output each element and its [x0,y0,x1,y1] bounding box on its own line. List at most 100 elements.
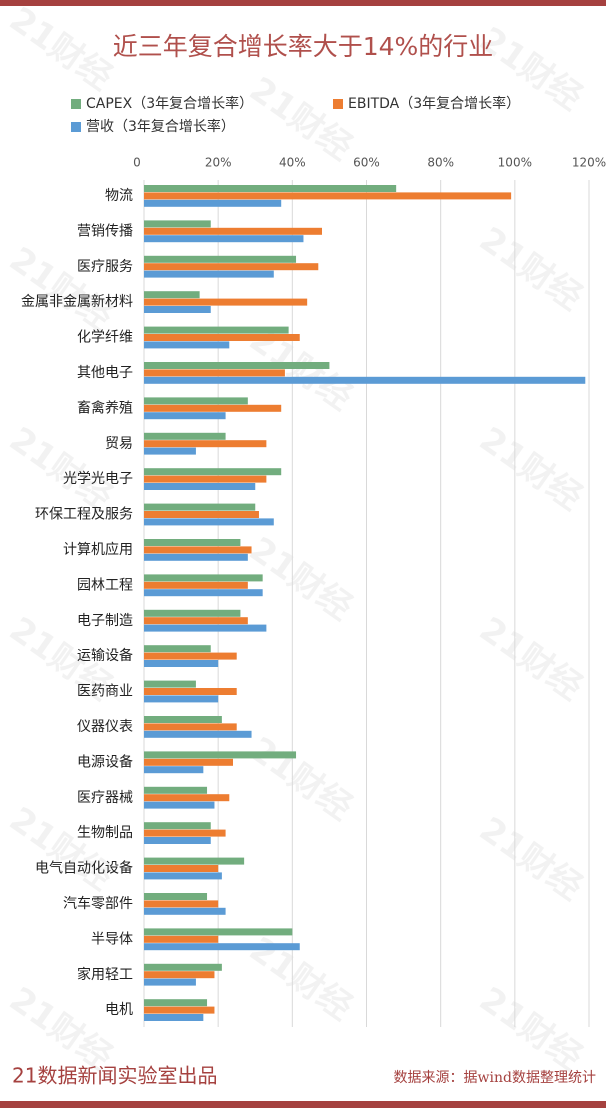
y-tick-label: 电源设备 [77,753,133,770]
bar [144,786,208,794]
legend-swatch [333,99,343,109]
bar [144,660,219,667]
bar [144,334,300,341]
x-tick-label: 20% [205,156,232,170]
bar [144,475,267,483]
bar [144,680,196,688]
bar [144,447,196,455]
watermark: 21财经 [472,979,589,1078]
bar [144,624,267,632]
top-border [0,0,606,6]
bar [144,574,263,582]
bar [144,581,248,589]
legend-swatch [71,122,81,132]
bar [144,822,211,830]
bar [144,943,300,951]
bar [144,837,211,844]
bar [144,546,252,554]
y-tick-label: 生物制品 [77,825,133,841]
y-tick-label: 医疗服务 [77,259,133,275]
bar [144,468,282,476]
y-tick-label: 电机 [105,1002,133,1018]
watermark: 21财经 [2,239,119,338]
bar [144,865,219,872]
bar [144,971,215,979]
bar [144,751,297,759]
y-tick-label: 园林工程 [77,577,133,593]
x-tick-label: 120% [572,156,606,170]
bar [144,362,330,369]
bar [144,935,219,943]
bar [144,483,256,490]
x-tick-label: 80% [427,156,454,170]
bar [144,695,219,703]
bar [144,907,226,915]
y-tick-label: 电子制造 [77,613,133,629]
bar [144,440,267,448]
bar [144,539,241,546]
bar [144,758,233,766]
bar [144,829,226,837]
bar [144,963,222,971]
y-tick-label: 电气自动化设备 [35,860,133,877]
bar [144,397,248,405]
y-tick-label: 医疗器械 [77,790,133,806]
bottom-border [0,1101,606,1108]
y-tick-label: 畜禽养殖 [77,399,133,416]
watermark: 21财经 [2,799,119,898]
bar [144,716,222,723]
bar [144,801,215,809]
bar [144,270,274,278]
y-tick-label: 营销传播 [77,223,133,239]
footer-source: 数据来源：据wind数据整理统计 [394,1070,596,1086]
bar [144,192,512,200]
x-tick-label: 0 [133,156,141,170]
y-tick-label: 汽车零部件 [63,895,133,912]
bar [144,291,200,299]
footer-credit: 21数据新闻实验室出品 [12,1064,217,1088]
bar [144,199,282,207]
bar [144,185,397,192]
bar [144,999,208,1007]
x-tick-label: 100% [498,156,532,170]
bar [144,1014,204,1021]
watermark: 21财经 [472,609,589,708]
bar [144,306,211,313]
y-tick-label: 环保工程及服务 [35,507,133,523]
y-tick-label: 光学光电子 [63,471,133,487]
watermark: 21财经 [2,419,119,518]
bar [144,723,237,731]
y-tick-label: 物流 [105,188,133,204]
y-tick-label: 半导体 [91,931,133,947]
y-tick-label: 计算机应用 [63,541,133,558]
bar [144,900,219,908]
legend-label: EBITDA（3年复合增长率） [348,95,520,112]
watermark: 21财经 [472,419,589,518]
bar [144,235,304,243]
watermark: 21财经 [242,729,359,828]
bar [144,412,226,420]
y-tick-label: 运输设备 [77,647,133,664]
bar [144,503,256,511]
y-tick-label: 家用轻工 [77,966,133,983]
watermark: 21财经 [472,219,589,318]
legend-swatch [71,99,81,109]
bar [144,518,274,526]
bar [144,1006,215,1014]
bar [144,376,586,384]
y-tick-label: 其他电子 [77,365,133,381]
bar [144,511,259,518]
bar [144,553,248,561]
bar [144,928,293,936]
bar [144,645,211,653]
bar [144,404,282,412]
x-tick-label: 60% [353,156,380,170]
watermark: 21财经 [2,0,119,98]
bar [144,617,248,625]
y-tick-label: 医药商业 [77,684,133,700]
watermark: 21财经 [472,809,589,908]
watermark: 21财经 [242,69,359,168]
bar [144,255,297,263]
